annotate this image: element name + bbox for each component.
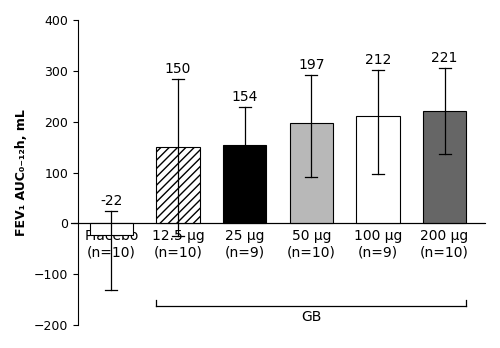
Text: -22: -22 xyxy=(100,193,122,207)
Y-axis label: FEV₁ AUC₀₋₁₂h, mL: FEV₁ AUC₀₋₁₂h, mL xyxy=(16,109,28,236)
Bar xyxy=(423,111,466,223)
Text: 150: 150 xyxy=(165,62,191,77)
Bar xyxy=(156,147,200,223)
Text: 212: 212 xyxy=(364,53,391,67)
Bar xyxy=(356,116,400,223)
Bar xyxy=(223,145,266,223)
Bar xyxy=(290,123,333,223)
Text: 221: 221 xyxy=(432,51,458,65)
Text: 197: 197 xyxy=(298,58,324,72)
Text: GB: GB xyxy=(301,310,322,324)
Text: 154: 154 xyxy=(232,90,258,104)
Bar xyxy=(90,223,133,235)
